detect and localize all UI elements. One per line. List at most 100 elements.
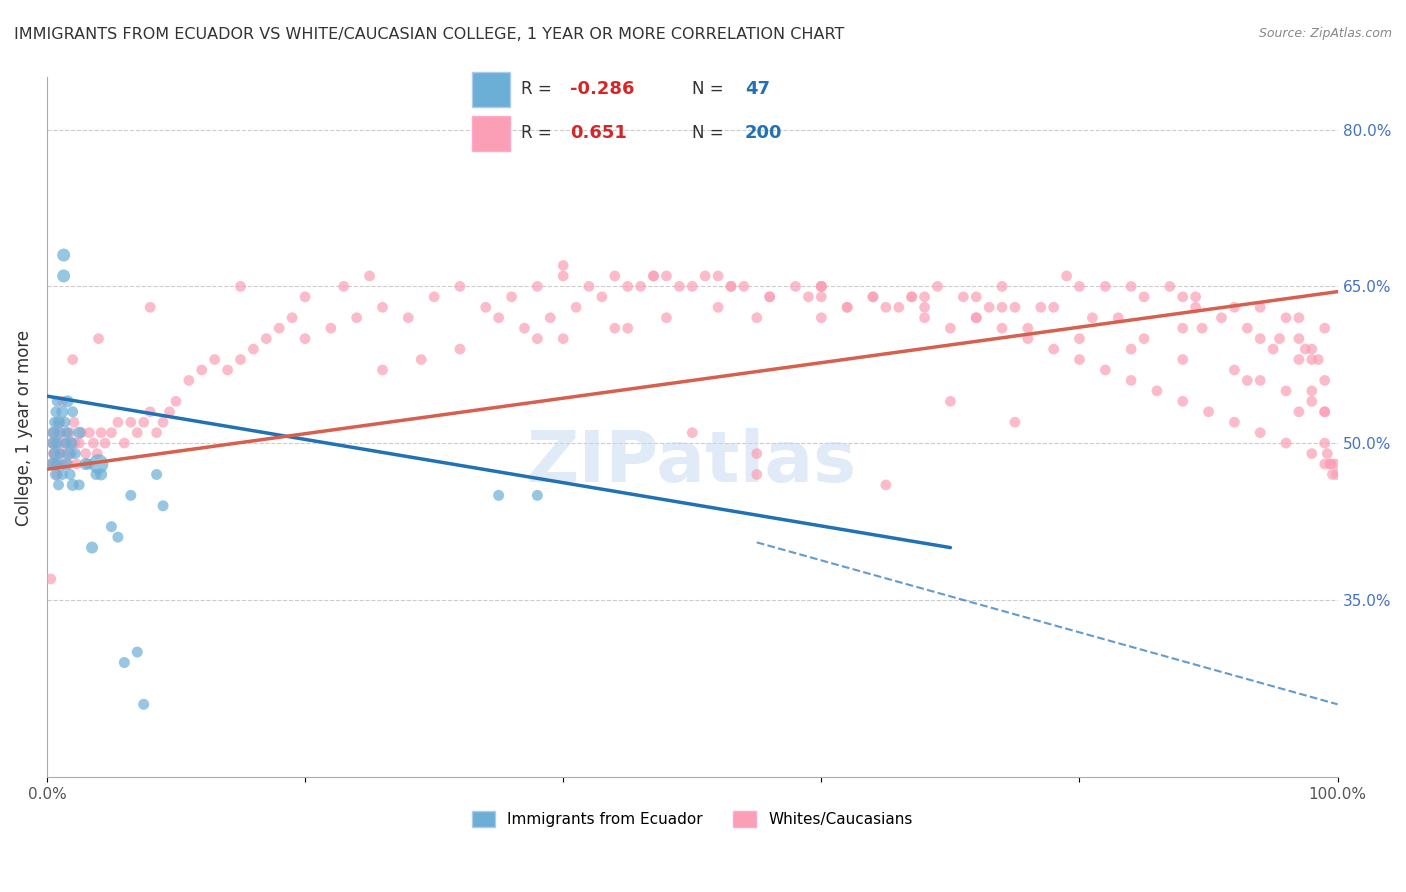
Point: [695, 268, 717, 283]
Point: [810, 279, 832, 293]
Point: [1324, 467, 1347, 482]
Point: [1249, 425, 1271, 440]
Point: [53, 415, 76, 429]
Point: [733, 279, 755, 293]
Point: [145, 467, 167, 482]
Point: [359, 268, 381, 283]
Point: [423, 290, 446, 304]
Point: [707, 301, 730, 315]
Point: [56, 394, 79, 409]
Point: [1324, 457, 1347, 471]
Point: [62, 405, 84, 419]
Point: [152, 415, 174, 429]
Point: [49, 446, 72, 460]
Point: [1316, 446, 1339, 460]
Point: [1313, 373, 1336, 387]
Point: [720, 279, 742, 293]
Point: [51, 405, 73, 419]
Point: [1191, 321, 1213, 335]
Point: [242, 342, 264, 356]
Point: [900, 290, 922, 304]
Point: [965, 310, 987, 325]
Point: [107, 415, 129, 429]
Point: [46, 436, 69, 450]
Point: [591, 290, 613, 304]
Point: [1171, 321, 1194, 335]
Point: [52, 248, 75, 262]
Point: [1184, 301, 1206, 315]
Point: [887, 301, 910, 315]
Text: R =: R =: [520, 124, 557, 142]
Point: [217, 363, 239, 377]
Point: [62, 478, 84, 492]
Point: [1042, 342, 1064, 356]
Point: [1319, 457, 1341, 471]
Point: [65, 457, 87, 471]
Point: [139, 301, 162, 315]
Point: [655, 310, 678, 325]
Point: [1294, 342, 1316, 356]
Point: [87, 332, 110, 346]
Point: [1184, 290, 1206, 304]
Text: N =: N =: [692, 80, 728, 98]
Text: 47: 47: [745, 80, 770, 98]
Point: [837, 301, 859, 315]
Point: [1249, 301, 1271, 315]
Point: [60, 436, 83, 450]
Point: [63, 415, 86, 429]
Point: [45, 405, 67, 419]
Point: [449, 279, 471, 293]
Point: [1301, 342, 1323, 356]
Point: [49, 446, 72, 460]
Point: [501, 290, 523, 304]
Point: [51, 467, 73, 482]
Point: [965, 290, 987, 304]
Point: [991, 279, 1014, 293]
Point: [1268, 332, 1291, 346]
Point: [538, 310, 561, 325]
Point: [1042, 301, 1064, 315]
Point: [1223, 301, 1246, 315]
Point: [79, 425, 101, 440]
Point: [107, 530, 129, 544]
Point: [1301, 446, 1323, 460]
Point: [62, 352, 84, 367]
Point: [52, 268, 75, 283]
Point: [112, 656, 135, 670]
Point: [1313, 405, 1336, 419]
Point: [565, 301, 588, 315]
Point: [86, 446, 108, 460]
Point: [553, 332, 575, 346]
Point: [578, 279, 600, 293]
Point: [1288, 352, 1310, 367]
Point: [58, 457, 80, 471]
Legend: Immigrants from Ecuador, Whites/Caucasians: Immigrants from Ecuador, Whites/Caucasia…: [465, 805, 918, 833]
Point: [1133, 332, 1156, 346]
Point: [1249, 332, 1271, 346]
Point: [965, 310, 987, 325]
Point: [681, 425, 703, 440]
Point: [46, 436, 69, 450]
Point: [67, 436, 90, 450]
FancyBboxPatch shape: [471, 72, 509, 106]
Point: [319, 321, 342, 335]
Point: [132, 415, 155, 429]
Point: [1081, 310, 1104, 325]
Point: [65, 436, 87, 450]
Point: [45, 457, 67, 471]
Point: [294, 290, 316, 304]
Point: [177, 373, 200, 387]
Point: [55, 425, 77, 440]
Point: [46, 467, 69, 482]
Point: [1133, 290, 1156, 304]
Point: [758, 290, 780, 304]
Point: [70, 425, 93, 440]
Point: [94, 436, 117, 450]
Point: [77, 457, 100, 471]
Point: [229, 279, 252, 293]
Point: [952, 290, 974, 304]
Point: [1308, 352, 1330, 367]
Point: [1236, 373, 1258, 387]
Point: [62, 436, 84, 450]
Point: [100, 519, 122, 533]
